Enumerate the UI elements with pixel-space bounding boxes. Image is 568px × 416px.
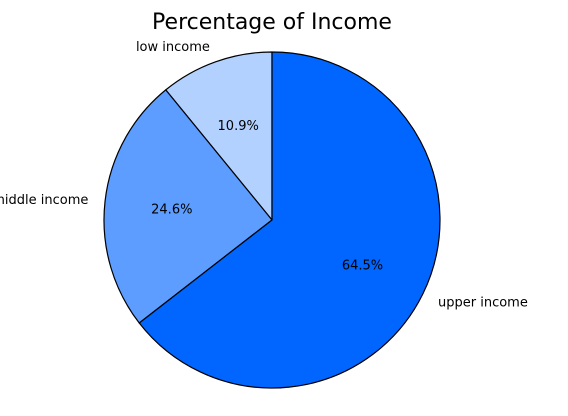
pie-labels: 10.9% low income 24.6% middle income 64.5% up…: [0, 40, 528, 310]
pie-slice-low-income: [165, 51, 273, 221]
pct-label: 64.5%: [342, 258, 383, 273]
pie-slice-middle-income: [103, 89, 273, 324]
pie-slices: [103, 51, 441, 389]
slice-label: middle income: [0, 193, 88, 208]
pct-label: 24.6%: [151, 203, 192, 218]
slice-label: low income: [136, 40, 210, 55]
chart-title: Percentage of Income: [152, 10, 392, 35]
pct-label: 10.9%: [218, 119, 259, 134]
pie-slice-upper-income: [138, 51, 441, 389]
slice-label: upper income: [438, 295, 528, 310]
